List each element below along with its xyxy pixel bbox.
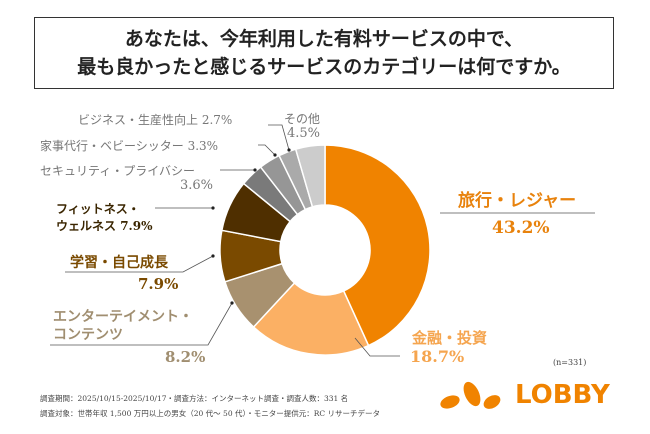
logo-text: LOBBY [515, 380, 610, 410]
label-learning: 学習・自己成長 [70, 255, 168, 271]
value-business: 2.7% [201, 113, 233, 127]
lobby-logo-icon [440, 381, 501, 409]
label-travel: 旅行・レジャー [458, 191, 577, 211]
value-learning: 7.9% [138, 275, 179, 293]
label-fitness-2: ウェルネス 7.9% [56, 217, 152, 234]
survey-note-2: 調査対象：世帯年収 1,500 万円以上の男女（20 代～ 50 代）・モニター… [40, 409, 380, 418]
label-household: 家事代行・ベビーシッター 3.3% [40, 137, 218, 154]
label-fitness-1: フィットネス・ [56, 202, 140, 216]
value-security: 3.6% [180, 178, 214, 193]
label-other: その他 [284, 112, 321, 126]
title-line-1: あなたは、今年利用した有料サービスの中で、 [124, 28, 524, 50]
label-household-text: 家事代行・ベビーシッター [40, 139, 184, 153]
value-entertainment: 8.2% [165, 348, 206, 366]
value-household: 3.3% [187, 139, 219, 153]
donut-slice-8 [294, 144, 326, 208]
title-line-2: 最も良かったと感じるサービスのカテゴリーは何ですか。 [77, 56, 571, 78]
leader-lines [50, 124, 595, 357]
label-fitness-2-text: ウェルネス [56, 219, 117, 233]
survey-note-1: 調査期間：2025/10/15-2025/10/17・調査方法：インターネット調… [40, 394, 349, 403]
label-business: ビジネス・生産性向上 2.7% [78, 111, 232, 128]
label-security: セキュリティ・プライバシー [40, 164, 196, 178]
donut-slice-1 [252, 281, 370, 356]
title-box: あなたは、今年利用した有料サービスの中で、 最も良かったと感じるサービスのカテゴ… [34, 17, 614, 89]
value-finance: 18.7% [410, 347, 465, 366]
label-business-text: ビジネス・生産性向上 [78, 113, 199, 127]
label-entertainment-2: コンテンツ [53, 327, 123, 343]
label-entertainment-1: エンターテイメント・ [53, 309, 193, 325]
value-fitness: 7.9% [120, 219, 153, 233]
donut-slice-0 [324, 144, 431, 347]
value-travel: 43.2% [492, 218, 550, 238]
value-other: 4.5% [287, 126, 321, 141]
sample-size: (n=331) [553, 358, 587, 367]
label-finance: 金融・投資 [412, 329, 488, 347]
